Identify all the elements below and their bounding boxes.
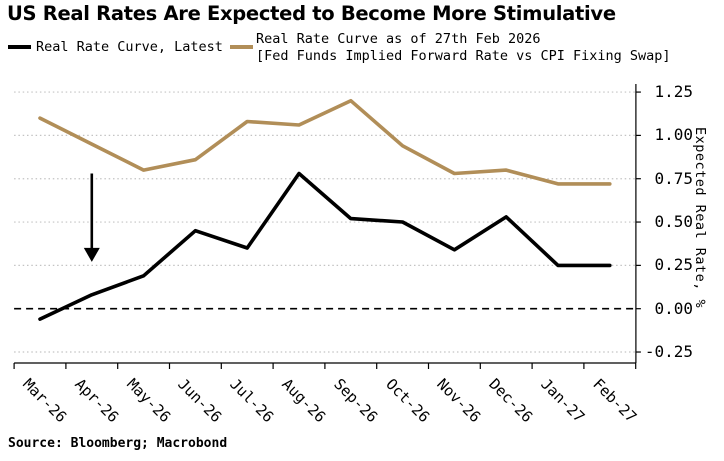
y-tick-label: 0.50 [654,212,693,232]
legend-label-latest: Real Rate Curve, Latest [36,39,223,55]
series-line-forward-feb-2026 [38,98,612,186]
y-tick-label: -0.25 [644,342,693,362]
legend-swatch-forward-icon [230,45,253,49]
y-tick-label: 1.00 [654,125,693,145]
y-tick-label: 0.25 [654,255,693,275]
legend-label-forward-line1: Real Rate Curve as of 27th Feb 2026 [256,31,541,47]
legend-label-forward-line2: [Fed Funds Implied Forward Rate vs CPI F… [256,48,671,64]
y-tick-label: 1.25 [654,82,693,102]
y-tick-label: 0.75 [654,168,693,188]
y-axis-title: Expected Real Rate, % [692,127,708,309]
down-arrow-head-icon [83,247,100,262]
y-tick-label: 0.00 [654,298,693,318]
series-line-latest [38,171,612,321]
legend-label-forward: Real Rate Curve as of 27th Feb 2026 [Fed… [256,31,671,65]
chart-title: US Real Rates Are Expected to Become Mor… [7,2,616,25]
source-text: Source: Bloomberg; Macrobond [8,436,228,451]
legend-swatch-latest-icon [8,45,31,49]
